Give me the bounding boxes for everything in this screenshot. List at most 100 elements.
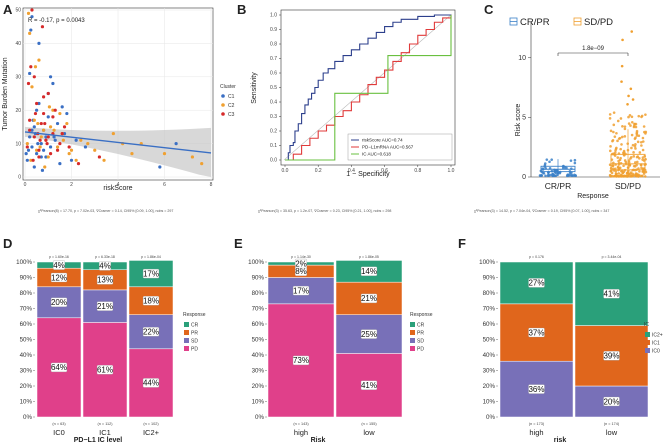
panel-a-point-c2	[48, 125, 53, 129]
panel-b-ytick: 0.3	[270, 114, 277, 120]
panel-a-point-c1	[39, 142, 43, 146]
panel-d-legend-label: PD	[191, 347, 198, 353]
panel-d-n: (n = 63)	[52, 422, 66, 426]
panel-e-ytick: 10%	[252, 399, 265, 406]
panel-a-point-c1	[58, 162, 62, 166]
panel-f: F 0% 10% 20% 30% 40% 50% 60% 70% 80% 90% 100% 36% 37…	[458, 236, 663, 444]
panel-c-point	[614, 172, 618, 175]
panel-b-legend-label: riskScore AUC=0.74	[362, 138, 403, 143]
panel-c-point	[551, 174, 555, 178]
panel-d-pct-label: 17%	[143, 269, 159, 278]
panel-d-ytick: 30%	[20, 368, 33, 375]
panel-a-footer: χ²Pearson(8) = 17.70, p = 7.02e-03, V̂Cr…	[38, 208, 173, 213]
panel-d-pct-label: 12%	[51, 273, 67, 282]
panel-e-pct-label: 2%	[295, 259, 307, 268]
panel-c-xlabel: Response	[577, 193, 609, 200]
panel-b-ticks: 0.0 0.2 0.4 0.6 0.8 1.0 0.0 0.1 0.2 0.3 0.4 0.5 0.6 0…	[270, 13, 455, 174]
panel-c-point	[642, 125, 646, 128]
panel-d-letter: D	[3, 236, 12, 251]
panel-f-pval: p = 0.176	[529, 255, 544, 259]
panel-a-point-c1	[39, 155, 43, 159]
panel-e-xtick: high	[294, 428, 308, 437]
panel-b-ytick: 0.8	[270, 42, 277, 48]
panel-c-point	[616, 119, 620, 123]
panel-c-point	[639, 174, 642, 178]
panel-c-point	[623, 127, 627, 131]
panel-c-point	[542, 172, 546, 175]
panel-a-point-c1	[26, 148, 31, 152]
panel-c-point	[563, 166, 567, 169]
panel-b-letter: B	[237, 2, 246, 17]
panel-f-label-bg	[528, 327, 545, 338]
panel-e-legend: CR PR SD PD	[410, 322, 425, 353]
panel-a-point-c2	[93, 148, 97, 152]
panel-a-point-c1	[62, 131, 67, 136]
panel-a-point-c1	[174, 142, 178, 146]
panel-f-label-bg	[528, 384, 545, 394]
panel-e-label-bg	[292, 355, 310, 366]
panel-a-point-c3	[32, 135, 36, 139]
panel-c-point	[644, 113, 647, 116]
panel-d-ytick: 80%	[20, 290, 33, 297]
panel-d-legend-title: Response	[183, 312, 206, 318]
panel-e-label-bg	[360, 293, 378, 304]
panel-c-point	[619, 147, 622, 151]
panel-c-point	[627, 115, 630, 119]
panel-e-legend-label: PR	[417, 331, 424, 337]
panel-e-pval: p = 1.14e-30	[291, 255, 311, 259]
panel-c-point	[622, 151, 626, 154]
panel-c-point	[635, 155, 639, 159]
panel-e-label-bg	[360, 380, 378, 390]
panel-e-pct-label: 41%	[361, 381, 377, 390]
panel-a-point-c3	[30, 8, 34, 12]
panel-a-point-c2	[42, 128, 46, 132]
panel-a-point-c1	[37, 101, 41, 106]
panel-a-point-c2	[47, 105, 52, 109]
panel-c-point	[631, 174, 635, 178]
panel-a-point-c2	[35, 148, 39, 152]
panel-a-point-c2	[111, 131, 115, 136]
panel-c-point	[620, 135, 624, 139]
panel-d-pval: p = 1.86e-04	[141, 255, 161, 259]
panel-d-legend-label: PR	[191, 331, 198, 337]
panel-a-point-c2	[74, 158, 78, 162]
panel-c-outlier	[631, 98, 635, 101]
panel-c-point	[634, 147, 637, 150]
panel-a-point-c1	[28, 135, 32, 139]
panel-e-label-bg	[292, 286, 310, 296]
panel-a-point-c2	[52, 128, 56, 132]
panel-a-point-c3	[55, 148, 60, 152]
panel-b-ytick: 0.5	[270, 85, 277, 91]
panel-e-ytick: 90%	[252, 275, 265, 282]
panel-d-pct-label: 4%	[99, 262, 111, 271]
panel-a-point-c2	[38, 145, 42, 149]
panel-a-point-c1	[55, 121, 60, 126]
panel-c-point	[574, 174, 577, 178]
panel-f-label-bg	[603, 289, 620, 299]
panel-a-legend: C1 C2 C3	[221, 94, 235, 118]
panel-d-label-bg	[96, 275, 114, 285]
panel-a-point-c3	[37, 148, 41, 152]
panel-a-point-c1	[74, 138, 78, 142]
panel-c-point	[622, 164, 625, 168]
panel-b-xtick: 0.4	[348, 168, 355, 174]
panel-f-ytick: 100%	[479, 259, 495, 266]
panel-c-point	[609, 145, 612, 148]
panel-d-n: (n = 112)	[97, 422, 113, 426]
panel-a-point-c1	[48, 145, 53, 149]
panel-b-xtick: 0.0	[282, 168, 289, 174]
panel-a-point-c2	[67, 152, 71, 156]
panel-a-point-c1	[32, 125, 36, 129]
panel-b-xtick: 1.0	[448, 168, 455, 174]
panel-e-label-bg	[295, 258, 307, 269]
panel-a-point-c1	[35, 108, 39, 112]
panel-a-point-c3	[42, 111, 46, 116]
panel-d-legend-swatch	[184, 338, 189, 343]
panel-a-point-c1	[46, 115, 50, 119]
panel-c-legend: CR/PR SD/PD	[509, 17, 613, 28]
panel-c-point	[626, 174, 630, 178]
panel-c-point	[632, 155, 636, 158]
panel-c-footer: χ²Pearson(3) = 14.52, p = 7.04e-04, V̂Cr…	[474, 208, 609, 213]
panel-d-pct-label: 22%	[143, 328, 159, 337]
panel-f-ytick: 90%	[483, 275, 496, 282]
